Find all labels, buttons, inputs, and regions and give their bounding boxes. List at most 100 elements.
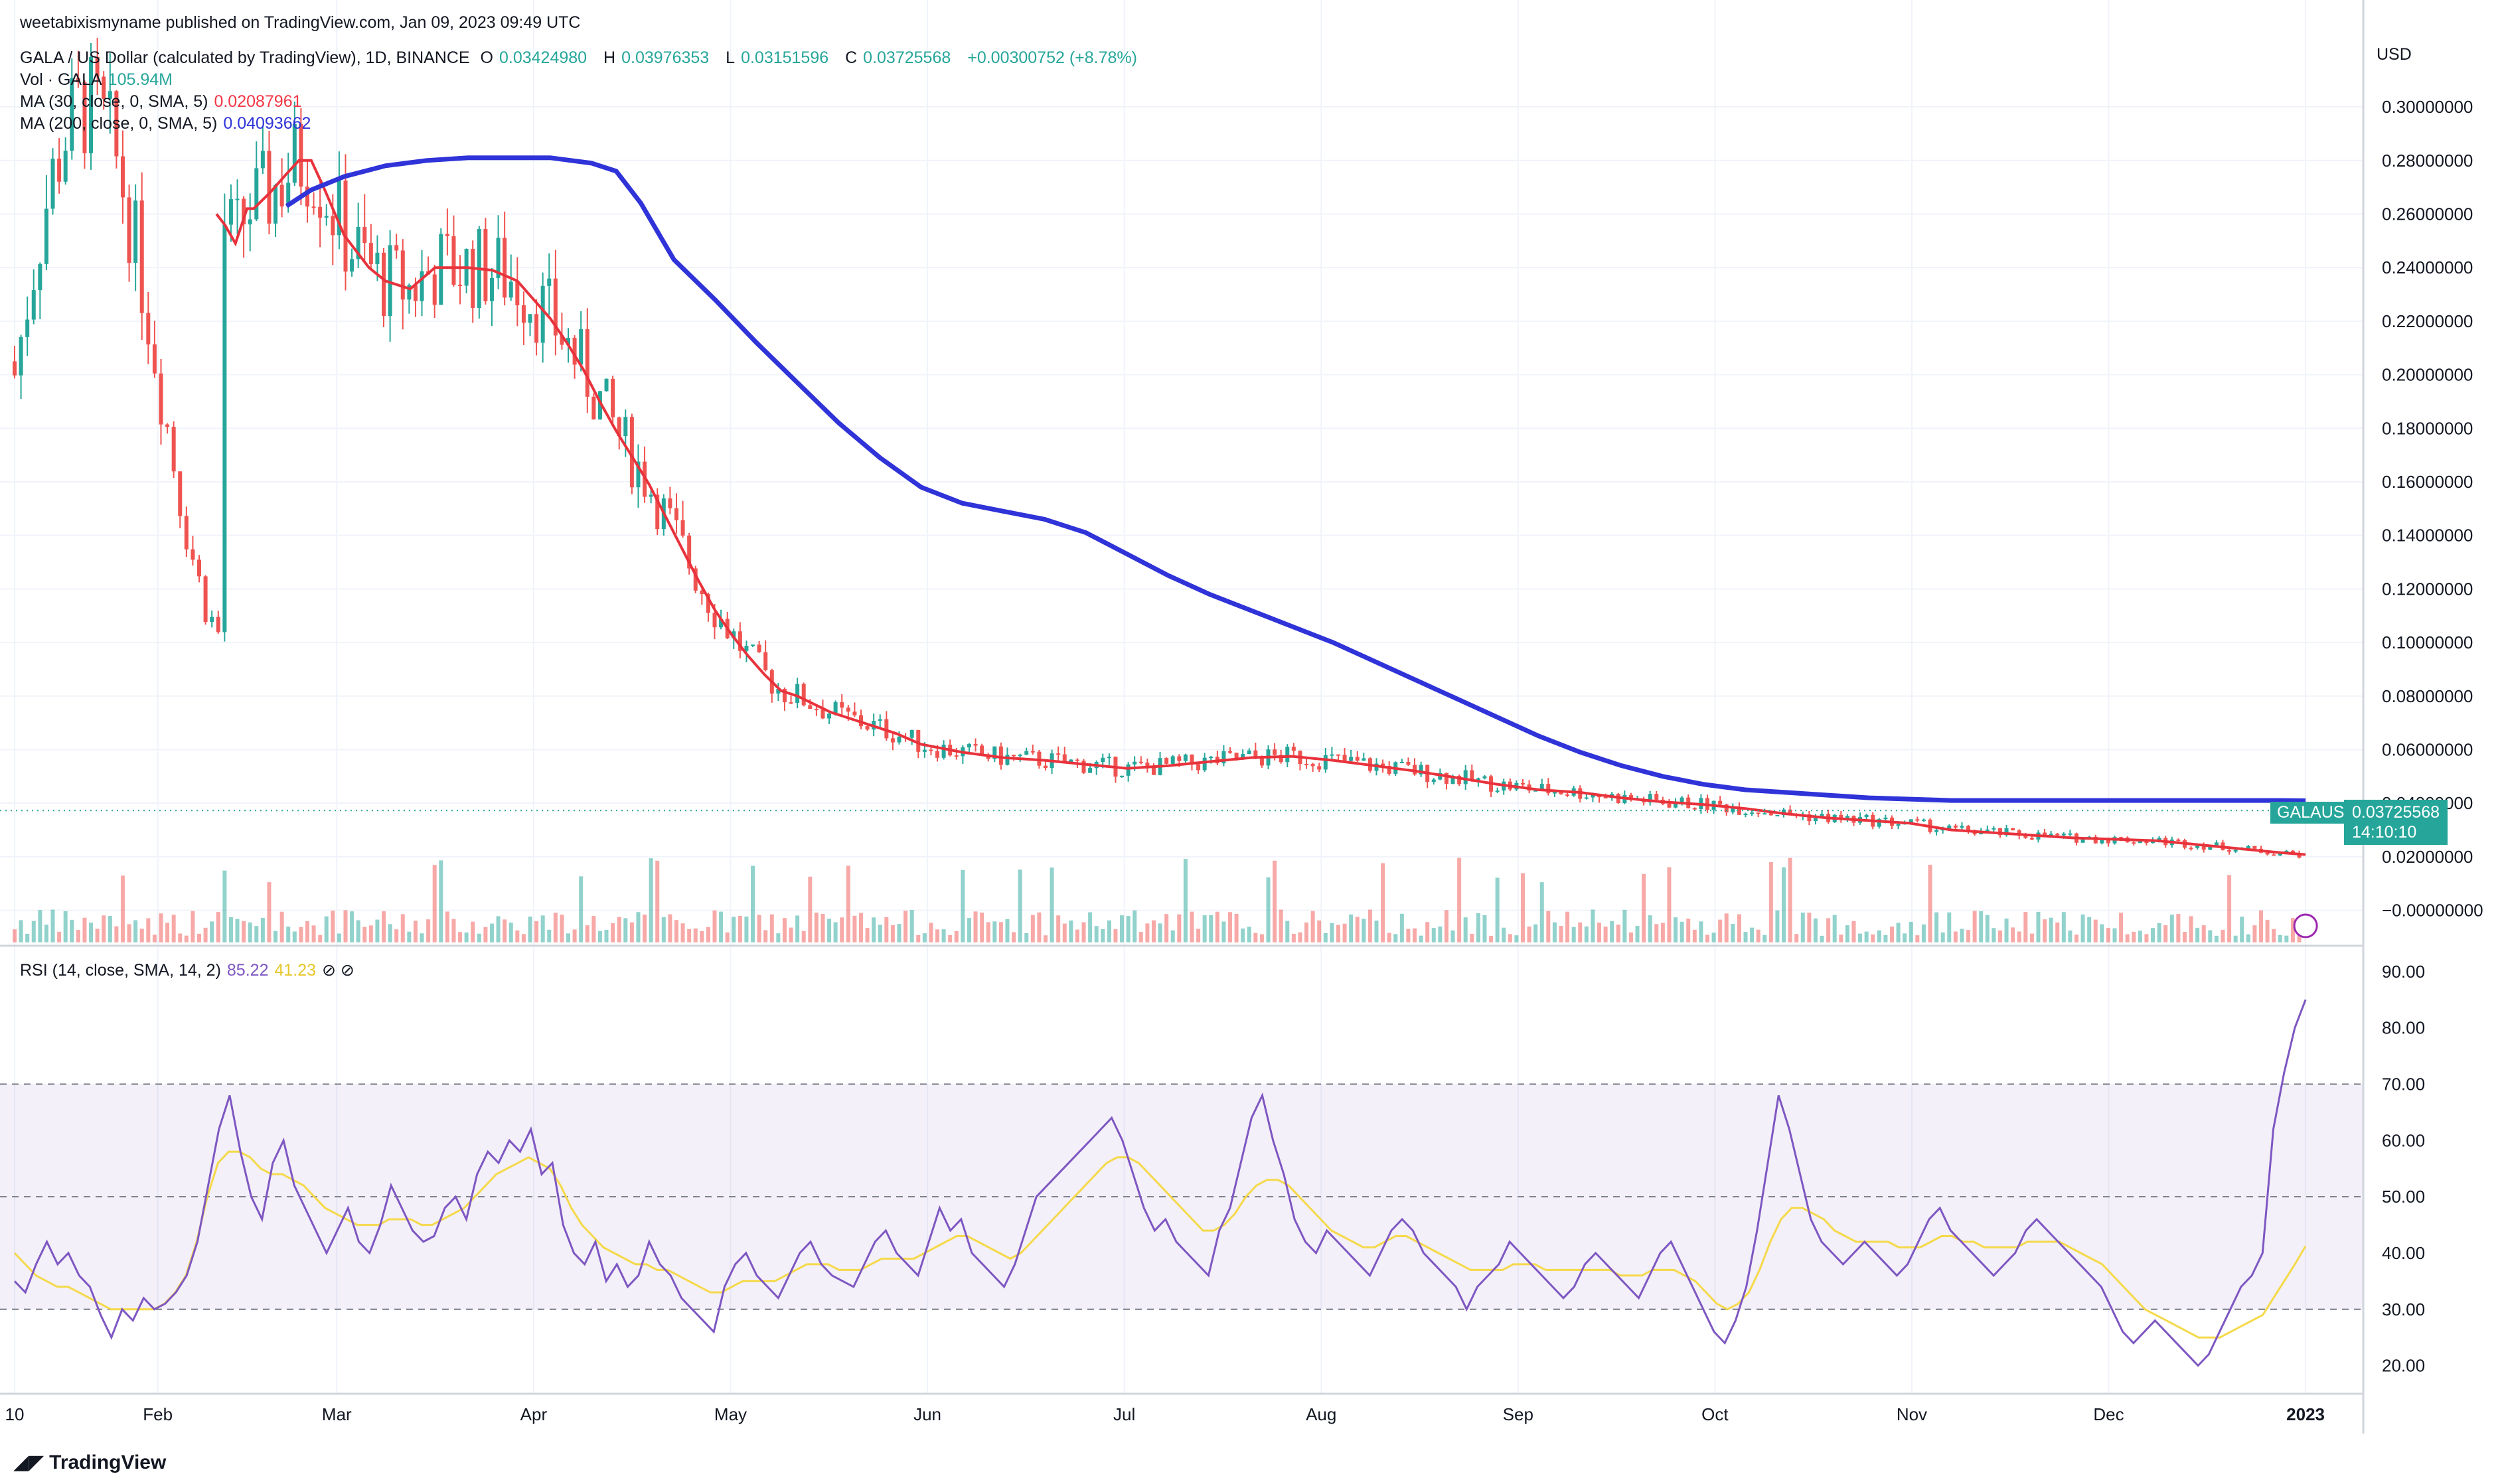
volume-bar [2189, 916, 2193, 942]
volume-bar [1903, 933, 1907, 942]
volume-bar [922, 933, 927, 942]
volume-bar [2221, 929, 2225, 942]
volume-bar [1845, 925, 1849, 942]
candle-body [1190, 754, 1194, 765]
candle-body [1279, 755, 1283, 763]
candle-body [165, 424, 170, 427]
volume-bar [254, 926, 259, 942]
volume-bar [31, 921, 36, 942]
candle-body [228, 199, 233, 225]
volume-bar [948, 934, 953, 942]
tradingview-logo[interactable]: ◢◤ TradingView [13, 1451, 167, 1474]
time-tick-label: 10 [5, 1404, 25, 1424]
volume-bar [1674, 917, 1678, 942]
ma30-legend[interactable]: MA (30, close, 0, SMA, 5) 0.02087961 [20, 92, 302, 111]
volume-bar [191, 911, 195, 942]
volume-legend[interactable]: Vol · GALA 105.94M [20, 70, 173, 89]
volume-bar [840, 917, 844, 942]
candle-body [795, 684, 800, 704]
volume-bar [375, 919, 380, 942]
candle-body [1565, 794, 1570, 796]
volume-bar [1457, 857, 1462, 942]
candle-body [1018, 755, 1022, 757]
candle-body [2246, 846, 2250, 849]
volume-bar [1616, 925, 1620, 942]
candle-body [1762, 813, 1767, 815]
candle-body [1520, 783, 1525, 785]
candle-body [884, 719, 889, 739]
volume-bar [1985, 915, 1990, 942]
volume-bar [299, 927, 303, 942]
candle-body [299, 123, 303, 187]
volume-bar [248, 922, 252, 942]
candle-body [1864, 814, 1869, 818]
volume-bar [1597, 923, 1602, 942]
candle-body [2227, 850, 2232, 852]
candle-body [146, 313, 151, 344]
volume-bar [1972, 911, 1977, 942]
volume-bar [2106, 927, 2110, 942]
eye-icon[interactable]: ⊘ ⊘ [322, 961, 354, 980]
candle-body [1947, 825, 1952, 830]
candle-body [509, 281, 513, 298]
volume-bar [1381, 863, 1385, 942]
volume-bar [2278, 934, 2282, 942]
volume-bar [1050, 867, 1054, 942]
symbol-title[interactable]: GALA / US Dollar (calculated by TradingV… [20, 48, 470, 67]
candle-body [2233, 850, 2238, 852]
candle-body [254, 168, 259, 220]
candle-body [1972, 832, 1977, 835]
candle-body [286, 183, 291, 207]
volume-bar [890, 925, 895, 942]
volume-bar [1101, 928, 1105, 942]
volume-bar [668, 914, 672, 942]
volume-bar [808, 876, 813, 942]
volume-bar [1966, 930, 1971, 942]
candle-body [1126, 764, 1131, 776]
volume-bar [967, 918, 971, 942]
volume-bar [2272, 928, 2276, 942]
volume-bar [579, 876, 584, 942]
volume-bar [420, 933, 424, 942]
volume-bar [13, 929, 17, 942]
ohlc-change: +0.00300752 (+8.78%) [967, 48, 1137, 67]
volume-bar [1992, 928, 1996, 942]
rsi-legend[interactable]: RSI (14, close, SMA, 14, 2) 85.22 41.23 ⊘ ⊘ [20, 961, 354, 980]
volume-bar [451, 919, 456, 942]
volume-bar [1896, 923, 1901, 942]
volume-bar [1234, 913, 1239, 942]
volume-bar [127, 924, 131, 942]
time-tick-label: May [714, 1404, 747, 1424]
volume-bar [1552, 922, 1557, 942]
candle-body [1820, 814, 1824, 817]
volume-bar [70, 919, 74, 942]
volume-bar [1883, 934, 1888, 942]
candle-body [1336, 754, 1340, 756]
volume-bar [1527, 927, 1531, 942]
lightning-icon [2293, 913, 2318, 938]
ma200-legend[interactable]: MA (200, close, 0, SMA, 5) 0.04093662 [20, 114, 311, 133]
candle-body [757, 644, 761, 652]
volume-bar [1120, 915, 1125, 942]
volume-bar [1476, 913, 1480, 942]
volume-bar [597, 930, 602, 942]
volume-bar [865, 928, 870, 942]
volume-bar [343, 910, 348, 942]
candle-body [388, 245, 392, 317]
volume-bar [1266, 877, 1271, 942]
volume-bar [1024, 932, 1029, 942]
candle-body [1960, 826, 1964, 828]
price-tick-label: 0.08000000 [2382, 686, 2473, 706]
volume-bar [159, 913, 163, 942]
volume-bar [1953, 931, 1958, 942]
candle-body [120, 156, 125, 198]
volume-bar [483, 927, 488, 942]
price-tick-label: 0.06000000 [2382, 739, 2473, 759]
volume-bar [2240, 917, 2244, 942]
volume-bar [1794, 934, 1799, 942]
volume-bar [1565, 911, 1570, 942]
candle-body [1718, 800, 1723, 805]
candle-body [2252, 846, 2257, 849]
volume-bar [2004, 919, 2009, 942]
